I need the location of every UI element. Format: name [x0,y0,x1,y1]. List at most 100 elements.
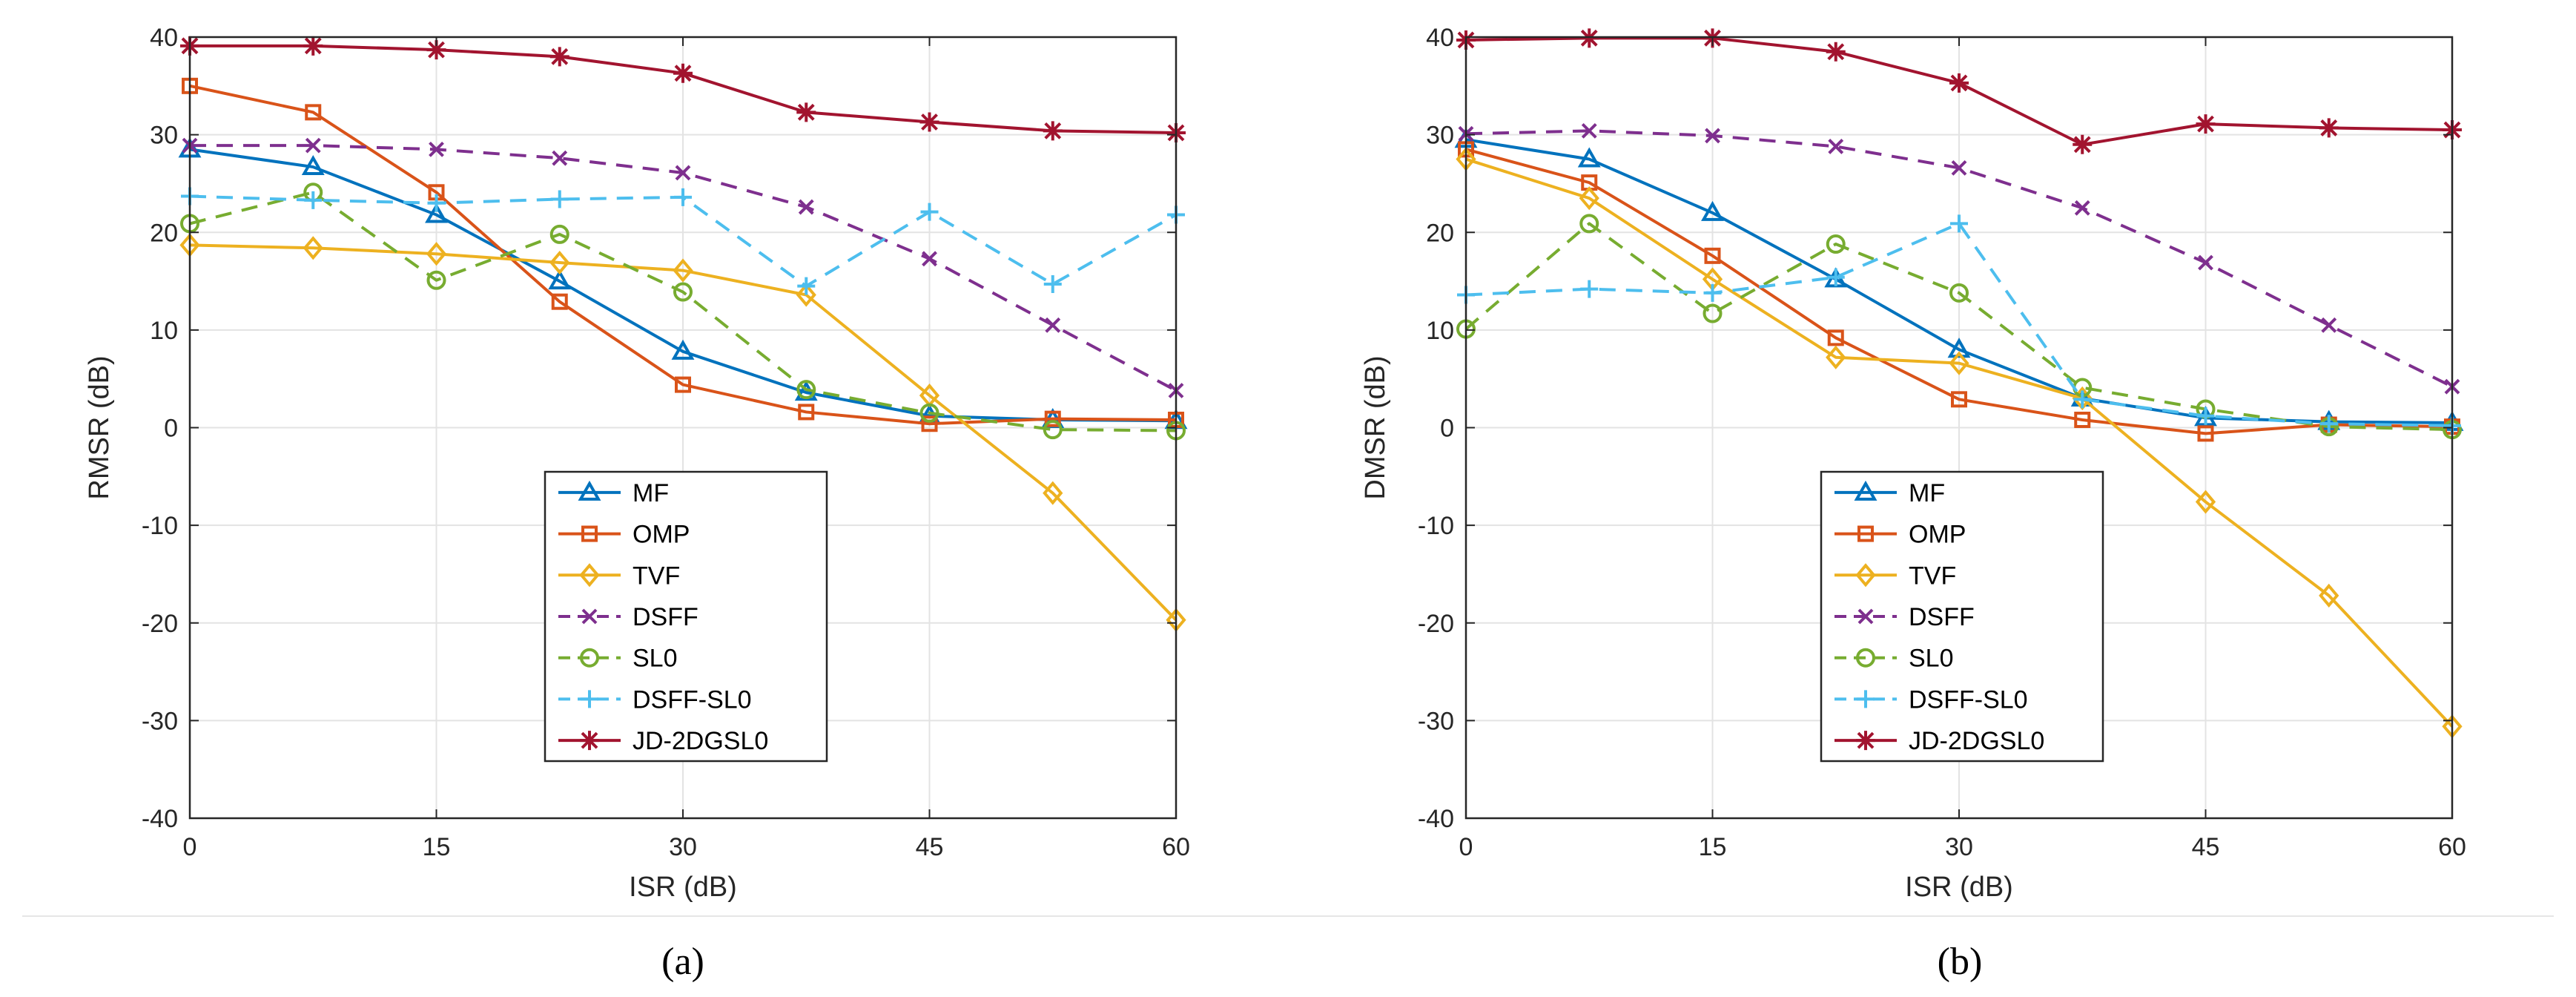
legend-label: OMP [633,521,690,549]
legend-marker-jd-2dgsl0 [580,731,599,751]
data-point-tvf [2319,583,2339,608]
y-tick-label: 40 [1426,24,1454,52]
data-point-jd-2dgsl0 [2073,134,2093,154]
y-tick-label: -40 [1418,805,1454,833]
y-tick-label: -10 [142,512,178,540]
legend-item-dsff-sl0: DSFF-SL0 [558,685,752,714]
data-point-dsff-sl0 [1826,268,1845,286]
figure-caption: (b) [1938,941,1983,983]
legend-label: OMP [1909,521,1966,549]
x-tick-label: 15 [423,833,451,861]
legend-label: JD-2DGSL0 [1909,727,2044,755]
data-point-dsff-sl0 [427,194,446,212]
data-point-omp [1044,410,1061,427]
data-point-jd-2dgsl0 [919,112,939,132]
legend-marker-tvf [1855,563,1876,588]
legend-marker-omp [581,525,598,542]
data-point-omp [1704,247,1721,264]
data-point-dsff-sl0 [2319,415,2338,433]
data-point-jd-2dgsl0 [1826,42,1846,62]
x-tick-label: 45 [2192,833,2220,861]
data-point-dsff [1951,159,1967,176]
legend-label: DSFF [633,603,699,631]
x-tick-label: 0 [1459,833,1473,861]
x-tick-label: 30 [1945,833,1973,861]
legend-marker-mf [578,480,601,501]
y-tick-label: 40 [150,24,178,52]
x-tick-label: 30 [669,833,697,861]
data-point-sl0 [426,270,446,290]
data-point-dsff [429,141,444,157]
series-line-mf [189,148,1177,423]
data-point-dsff [305,137,321,154]
ticks: 0 15 30 45 60 -40 -30 -20 -10 0 10 20 30 40 [142,24,1190,861]
legend-label: JD-2DGSL0 [633,727,768,755]
data-point-dsff [2074,200,2090,216]
y-tick-label: 10 [150,317,178,345]
data-point-jd-2dgsl0 [2196,114,2216,134]
data-point-omp [1827,329,1844,346]
legend-item-tvf: TVF [1834,562,1956,590]
data-point-dsff-sl0 [304,191,323,209]
data-point-jd-2dgsl0 [549,47,569,67]
legend-item-sl0: SL0 [1834,645,1954,673]
ticks: 0 15 30 45 60 -40 -30 -20 -10 0 10 20 30 40 [1418,24,2466,861]
data-point-tvf [549,250,570,275]
data-point-tvf [1579,186,1599,211]
y-tick-label: -10 [1418,512,1454,540]
data-point-jd-2dgsl0 [1949,73,1969,93]
data-point-sl0 [1703,303,1723,323]
data-point-omp [2197,425,2214,442]
data-point-tvf [1043,481,1063,505]
legend-marker-jd-2dgsl0 [1856,731,1875,751]
data-point-sl0 [673,282,693,302]
legend-label: DSFF-SL0 [633,685,752,714]
y-tick-label: -30 [142,707,178,735]
data-point-dsff [798,199,814,215]
legend-box [1820,470,2104,763]
legend-marker-dsff-sl0 [1857,690,1875,708]
data-point-dsff [1045,317,1061,333]
series-line-sl0 [1464,222,2453,432]
figure-caption: (a) [661,941,704,983]
data-point-mf [425,203,448,223]
x-axis-label: ISR (dB) [1905,872,2013,903]
legend-item-mf: MF [1834,479,1945,507]
series-line-omp [1465,148,2453,435]
data-point-mf [1701,200,1724,221]
data-point-sl0 [1949,283,1969,303]
series-line-mf [1465,138,2453,424]
data-point-tvf [673,258,693,283]
series-line-dsff-sl0 [1465,222,2453,427]
legend-marker-dsff-sl0 [581,690,598,708]
data-point-sl0 [1043,420,1063,440]
x-tick-label: 60 [2438,833,2466,861]
legend-marker-dsff [581,608,598,625]
data-point-dsff [2198,254,2213,271]
legend-item-mf: MF [558,479,669,507]
legend-item-dsff: DSFF [558,603,699,631]
series-tvf [179,233,1186,632]
legend-marker-mf [1854,480,1877,501]
y-tick-label: 30 [150,122,178,150]
y-tick-label: 0 [1440,415,1454,443]
legend-label: MF [633,479,669,507]
data-point-dsff [675,165,691,181]
x-axis-label: ISR (dB) [629,872,737,903]
data-point-dsff [1581,122,1597,139]
data-point-tvf [796,283,816,307]
legend-marker-omp [1857,525,1874,542]
series-omp [1458,141,2460,442]
y-tick-label: -20 [142,610,178,638]
legend-marker-dsff [1857,608,1874,625]
legend-label: TVF [1909,562,1956,590]
data-point-mf [1947,338,1971,358]
data-point-omp [2074,411,2091,428]
y-tick-label: 10 [1426,317,1454,345]
legend-item-sl0: SL0 [558,645,678,673]
data-point-tvf [303,236,323,260]
x-tick-label: 45 [916,833,944,861]
data-point-dsff-sl0 [550,190,569,208]
data-point-dsff-sl0 [920,203,939,221]
legend-item-omp: OMP [1834,521,1966,549]
